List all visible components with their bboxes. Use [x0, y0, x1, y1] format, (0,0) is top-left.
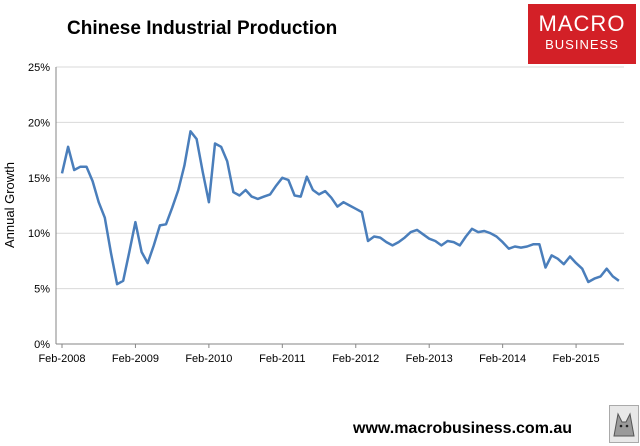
data-points — [61, 131, 619, 285]
x-tick-label: Feb-2008 — [38, 353, 85, 365]
x-tick-label: Feb-2011 — [259, 353, 305, 365]
y-tick-label: 0% — [34, 339, 50, 351]
wolf-mascot-icon — [609, 405, 639, 443]
footer-url[interactable]: www.macrobusiness.com.au — [353, 420, 573, 437]
y-tick-label: 10% — [28, 228, 50, 240]
y-tick-labels: 0% 5% 10% 15% 20% 25% — [28, 62, 50, 351]
chart-title: Chinese Industrial Production — [67, 18, 338, 39]
series-line — [60, 130, 620, 286]
y-tick-label: 5% — [34, 284, 50, 296]
macrobusiness-logo[interactable]: MACRO BUSINESS — [528, 4, 636, 64]
x-tick-label: Feb-2012 — [332, 353, 379, 365]
x-tick-label: Feb-2009 — [112, 353, 159, 365]
axes — [55, 67, 624, 348]
x-tick-label: Feb-2010 — [185, 353, 232, 365]
x-tick-label: Feb-2013 — [406, 353, 453, 365]
x-tick-label: Feb-2015 — [553, 353, 600, 365]
logo-line-1: MACRO — [538, 11, 626, 36]
x-tick-labels: Feb-2008 Feb-2009 Feb-2010 Feb-2011 Feb-2012… — [38, 353, 599, 365]
y-tick-label: 25% — [28, 62, 50, 74]
logo-line-2: BUSINESS — [545, 37, 619, 52]
gridlines — [56, 66, 624, 290]
y-tick-label: 20% — [28, 117, 50, 129]
x-tick-label: Feb-2014 — [479, 353, 526, 365]
y-axis-label: Annual Growth — [2, 162, 17, 248]
y-tick-label: 15% — [28, 173, 50, 185]
